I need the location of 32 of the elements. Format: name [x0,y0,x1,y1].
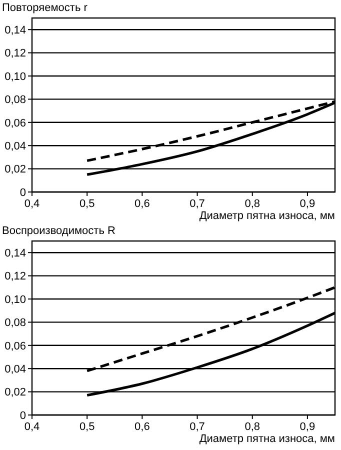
x-axis-title: Диаметр пятна износа, мм [199,210,335,222]
x-axis-title: Диаметр пятна износа, мм [199,433,335,445]
x-tick-label: 0,7 [190,421,205,433]
y-tick-label: 0 [20,186,26,199]
y-tick-label: 0,12 [4,48,26,60]
y-tick-label: 0,10 [4,70,26,83]
y-tick-label: 0,08 [4,317,26,330]
x-tick-label: 0,5 [79,198,95,210]
y-tick-label: 0,14 [4,247,26,260]
y-tick-label: 0,04 [4,363,26,376]
y-tick-label: 0,06 [4,117,26,130]
x-tick-label: 0,6 [134,198,150,210]
y-tick-label: 0,04 [4,140,26,152]
y-tick-label: 0,08 [4,94,26,106]
y-axis-title: Повторяемость r [2,2,88,14]
y-tick-label: 0,10 [4,294,26,306]
y-tick-label: 0,12 [4,270,26,283]
y-tick-label: 0,14 [4,24,26,36]
x-tick-label: 0,6 [134,421,150,433]
x-tick-label: 0,4 [24,198,40,210]
x-tick-label: 0,5 [79,421,95,433]
x-tick-label: 0,9 [300,421,316,433]
y-tick-label: 0,02 [4,164,26,176]
x-tick-label: 0,9 [300,198,316,210]
x-tick-label: 0,8 [244,198,260,210]
x-tick-label: 0,8 [244,421,260,433]
x-tick-label: 0,4 [24,421,40,433]
y-axis-title: Воспроизводимость R [2,225,116,237]
y-tick-label: 0,06 [4,340,26,352]
y-tick-label: 0 [20,410,26,422]
y-tick-label: 0,02 [4,386,26,399]
x-tick-label: 0,7 [190,198,205,210]
